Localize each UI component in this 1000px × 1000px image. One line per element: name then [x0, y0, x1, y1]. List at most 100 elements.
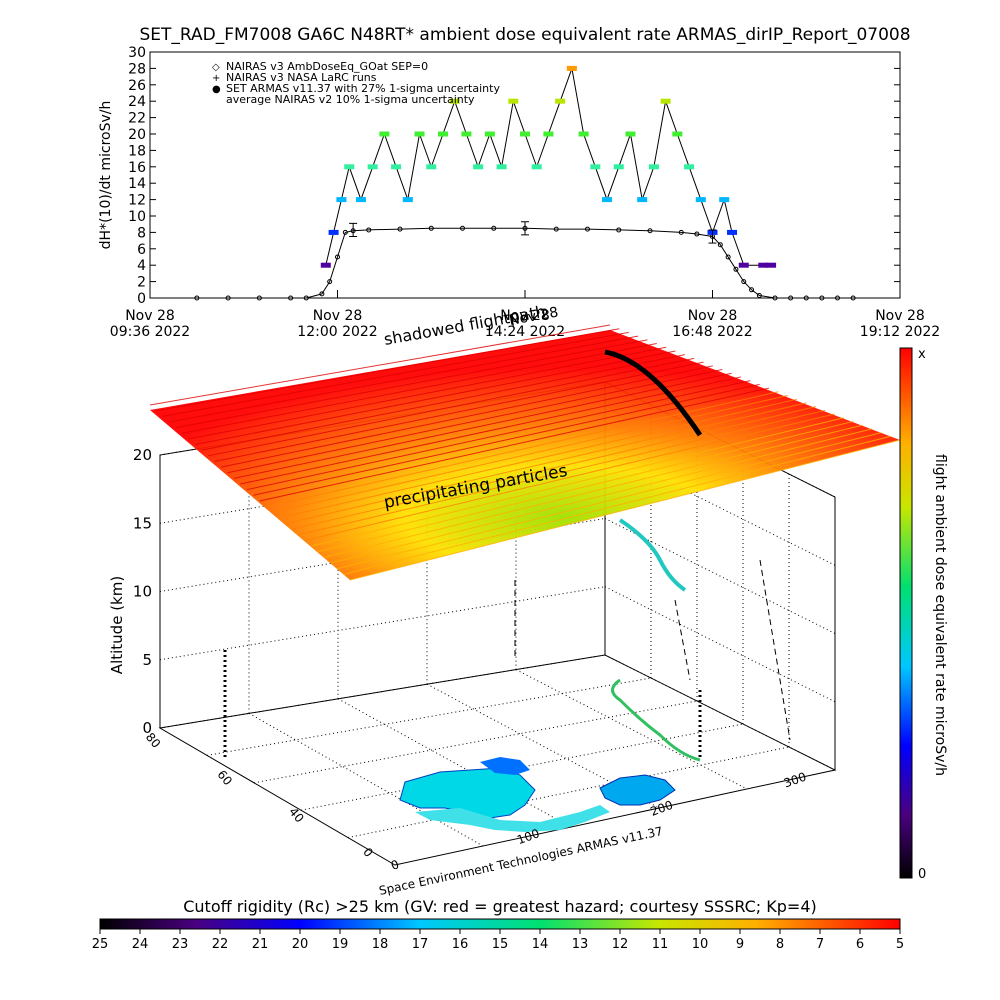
nairas-point: [553, 226, 559, 232]
rigidity-tick-label: 13: [572, 937, 589, 952]
surface-line: [227, 369, 723, 474]
armas-point: [738, 262, 749, 268]
y-tick-label: 16: [128, 160, 146, 176]
armas-point: [473, 164, 484, 170]
nairas-point: [717, 242, 723, 248]
surface-line: [336, 432, 882, 570]
surface-line: [201, 354, 685, 451]
rigidity-tick-label: 24: [132, 937, 149, 952]
dose-colorbar-label: flight ambient dose equivalent rate micr…: [932, 454, 948, 776]
map-landmass: [399, 757, 676, 832]
surface-line: [240, 376, 742, 485]
y-tick-label: 10: [128, 209, 146, 225]
x-tick-date: Nov 28: [313, 308, 363, 324]
surface-line: [207, 357, 695, 457]
armas-point: [758, 262, 769, 268]
armas-point: [578, 131, 589, 137]
armas-point: [426, 164, 437, 170]
floor-y-tick-label: 0: [360, 845, 376, 860]
dose-colorbar-bottom: 0: [918, 867, 926, 882]
y-tick-label: 24: [128, 94, 146, 110]
surface-line: [233, 372, 732, 479]
rigidity-tick-label: 23: [172, 937, 189, 952]
surface-line: [278, 398, 798, 519]
armas-point: [328, 229, 339, 235]
surface-line: [182, 343, 657, 434]
armas-point: [660, 98, 671, 104]
x-tick-time: 16:48 2022: [672, 324, 752, 340]
y-tick-label: 0: [137, 291, 146, 307]
floor-x-tick-label: 0: [389, 857, 401, 873]
rigidity-colorbar-bar: [99, 918, 901, 930]
nairas-point: [397, 226, 403, 232]
rigidity-tick-label: 16: [452, 937, 469, 952]
armas-point: [320, 262, 331, 268]
rigidity-tick-label: 17: [412, 937, 429, 952]
armas-point: [625, 131, 636, 137]
armas-point: [355, 197, 366, 203]
nairas-point: [850, 295, 856, 301]
nairas-point: [342, 229, 348, 235]
nairas-point: [585, 226, 590, 232]
grid-line: [206, 677, 652, 756]
surface-line: [304, 413, 835, 541]
grid-line: [604, 654, 836, 771]
nairas-point: [256, 295, 262, 301]
surface-line: [246, 380, 751, 491]
surface-line: [311, 417, 844, 547]
legend-label: SET ARMAS v11.37 with 27% 1-sigma uncert…: [226, 82, 500, 95]
armas-point: [719, 197, 730, 203]
floor-y-tick-label: 60: [214, 767, 235, 788]
dose-colorbar: x 0 flight ambient dose equivalent rate …: [899, 347, 948, 882]
rigidity-tick-label: 19: [332, 937, 349, 952]
y-tick-label: 2: [137, 275, 146, 291]
rigidity-tick-label: 12: [612, 937, 629, 952]
page-title: SET_RAD_FM7008 GA6C N48RT* ambient dose …: [139, 25, 910, 45]
surface-line: [266, 391, 779, 508]
armas-point: [531, 164, 542, 170]
series-group: [194, 65, 856, 301]
armas-point: [555, 98, 566, 104]
surface-line: [272, 394, 788, 513]
armas-point: [391, 164, 402, 170]
armas-point: [520, 131, 530, 137]
x-tick-time: 09:36 2022: [110, 324, 190, 340]
grid-line: [604, 586, 836, 703]
y-tick-label: 4: [137, 258, 146, 274]
legend-label: NAIRAS v3 NASA LaRC runs: [226, 71, 377, 84]
rigidity-tick-label: 8: [776, 937, 784, 952]
nairas-point: [694, 231, 700, 237]
surface-line: [349, 439, 901, 581]
surface-line: [149, 324, 611, 406]
flight-path: [223, 349, 791, 762]
nairas-point: [288, 295, 294, 301]
rigidity-tick-label: 22: [212, 937, 229, 952]
armas-point: [637, 197, 648, 203]
armas-point: [496, 164, 507, 170]
armas-point: [602, 197, 613, 203]
nairas-point: [725, 254, 731, 260]
y-tick-label: 20: [128, 127, 146, 143]
nairas-point: [835, 295, 840, 301]
armas-point: [344, 164, 355, 170]
nairas-point: [303, 295, 309, 301]
rigidity-tick-label: 20: [292, 937, 309, 952]
surface-line: [324, 424, 863, 558]
y-tick-label: 8: [137, 225, 146, 241]
rigidity-tick-label: 5: [896, 937, 904, 952]
y-tick-label: 12: [128, 193, 146, 209]
nairas-point: [772, 295, 778, 301]
floor-y-tick-label: 40: [286, 805, 307, 826]
legend-symbol: +: [212, 73, 220, 84]
x-tick-date: Nov 28: [875, 308, 925, 324]
dose-surface: [149, 324, 901, 581]
floor-x-tick-label: 300: [782, 770, 808, 791]
legend-symbol: ●: [212, 84, 221, 95]
armas-point: [590, 164, 601, 170]
armas-series-line: [325, 66, 772, 266]
surface-line: [330, 428, 873, 564]
